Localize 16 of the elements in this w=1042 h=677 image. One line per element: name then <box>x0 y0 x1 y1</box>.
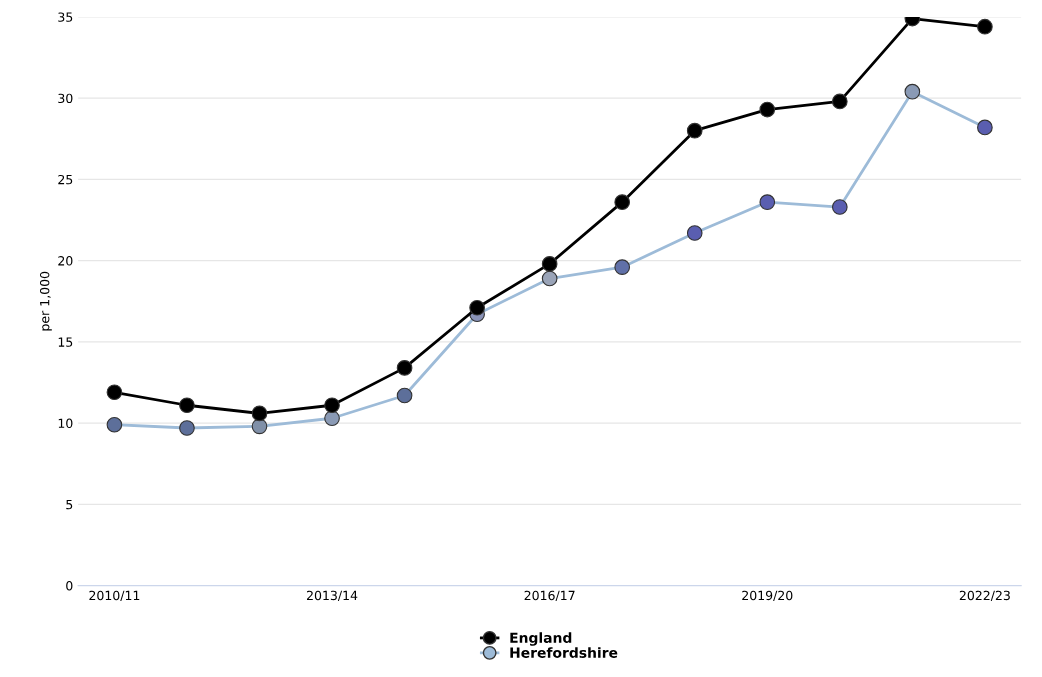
y-tick-label: 10 <box>58 418 73 429</box>
x-tick-label: 2016/17 <box>524 590 575 602</box>
y-axis-title: per 1,000 <box>39 271 52 331</box>
y-tick-label: 15 <box>58 337 73 347</box>
y-tick-label: 25 <box>58 174 73 185</box>
y-tick-label: 20 <box>58 256 73 266</box>
y-tick-label: 0 <box>66 581 73 591</box>
y-tick-label: 30 <box>58 93 73 104</box>
x-tick-label: 2019/20 <box>742 590 793 602</box>
legend-label: England <box>510 632 572 646</box>
y-tick-label: 35 <box>58 12 73 22</box>
x-tick-label: 2022/23 <box>959 590 1010 602</box>
legend-label: Herefordshire <box>510 647 618 658</box>
y-tick-label: 5 <box>66 500 73 510</box>
x-tick-label: 2013/14 <box>306 590 358 602</box>
x-tick-label: 2010/11 <box>89 590 140 602</box>
